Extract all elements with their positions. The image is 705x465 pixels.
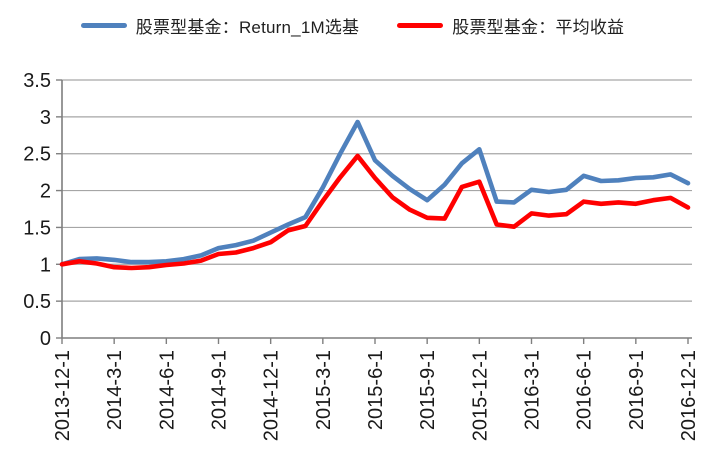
legend-label-average: 股票型基金：平均收益 xyxy=(452,17,625,37)
x-axis-label: 2016-12-1 xyxy=(678,350,700,441)
chart-legend: 股票型基金：Return_1M选基 股票型基金：平均收益 xyxy=(0,8,705,42)
legend-item-return1m: 股票型基金：Return_1M选基 xyxy=(80,13,360,38)
y-axis-label: 1.5 xyxy=(23,217,51,239)
x-axis-label: 2015-12-1 xyxy=(469,350,491,441)
legend-line-marker-blue xyxy=(80,22,127,28)
y-axis-label: 3 xyxy=(40,107,51,129)
x-axis-label: 2015-6-1 xyxy=(365,350,387,430)
y-axis-label: 2 xyxy=(40,181,51,203)
x-axis-label: 2014-12-1 xyxy=(261,350,283,441)
legend-label-return1m: 股票型基金：Return_1M选基 xyxy=(135,17,360,37)
series-line-return1m xyxy=(59,119,691,267)
x-axis-label: 2016-6-1 xyxy=(574,350,596,430)
x-axis-label: 2016-3-1 xyxy=(522,350,544,430)
x-axis-label: 2013-12-1 xyxy=(52,350,74,441)
y-axis-label: 0 xyxy=(40,328,51,350)
series-line-average xyxy=(59,153,691,271)
y-axis-label: 3.5 xyxy=(23,70,51,92)
y-axis-label: 0.5 xyxy=(23,291,51,313)
y-axis-label: 1 xyxy=(40,254,51,276)
legend-item-average: 股票型基金：平均收益 xyxy=(397,13,624,38)
x-axis-label: 2014-3-1 xyxy=(104,350,126,430)
y-axis-label: 2.5 xyxy=(23,144,51,166)
x-axis-label: 2015-3-1 xyxy=(313,350,335,430)
legend-line-marker-red xyxy=(397,22,444,28)
x-axis-label: 2014-9-1 xyxy=(209,350,231,430)
x-axis-label: 2014-6-1 xyxy=(156,350,178,430)
x-axis-label: 2015-9-1 xyxy=(417,350,439,430)
x-axis-label: 2016-9-1 xyxy=(626,350,648,430)
